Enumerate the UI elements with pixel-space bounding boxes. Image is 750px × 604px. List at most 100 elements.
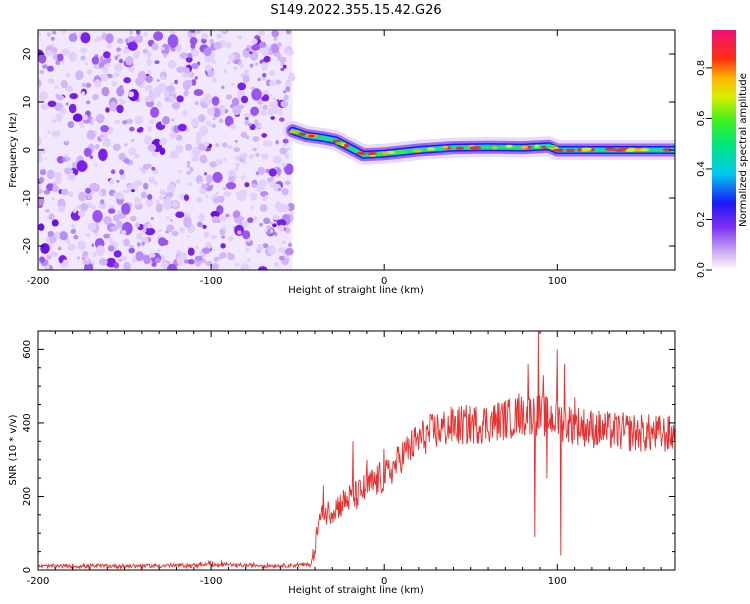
noise-speckle — [98, 148, 108, 161]
noise-speckle — [186, 170, 191, 175]
noise-speckle — [140, 191, 147, 199]
noise-speckle — [91, 205, 96, 211]
y-tick-label: 600 — [22, 340, 33, 359]
track-peak — [469, 146, 477, 150]
noise-speckle — [279, 117, 285, 122]
noise-speckle — [210, 210, 220, 218]
track-peak — [581, 147, 592, 151]
noise-speckle — [167, 34, 179, 48]
noise-speckle — [148, 252, 156, 258]
noise-speckle — [135, 51, 141, 57]
noise-speckle — [201, 32, 209, 40]
noise-speckle — [38, 139, 41, 145]
snr-frame — [37, 330, 676, 571]
noise-speckle — [285, 79, 292, 89]
noise-speckle — [153, 31, 164, 41]
noise-speckle — [234, 175, 238, 179]
noise-speckle — [100, 134, 104, 138]
noise-speckle — [47, 100, 57, 108]
noise-speckle — [213, 41, 222, 50]
noise-speckle — [286, 147, 291, 151]
noise-speckle — [224, 115, 234, 127]
noise-speckle — [249, 63, 254, 68]
noise-speckle — [264, 228, 269, 232]
noise-speckle — [232, 105, 242, 116]
y-tick-label: 20 — [22, 48, 33, 61]
noise-speckle — [162, 116, 170, 125]
noise-speckle — [195, 245, 199, 249]
noise-speckle — [262, 94, 270, 102]
noise-speckle — [100, 199, 105, 205]
noise-speckle — [157, 249, 161, 253]
noise-speckle — [144, 135, 152, 145]
noise-speckle — [172, 152, 179, 159]
noise-speckle — [128, 91, 135, 98]
y-tick-label: 10 — [22, 96, 33, 109]
noise-speckle — [70, 210, 81, 221]
noise-speckle — [144, 227, 156, 236]
noise-speckle — [159, 147, 166, 155]
noise-speckle — [226, 60, 231, 65]
noise-speckle — [114, 63, 123, 72]
noise-speckle — [192, 146, 201, 157]
noise-speckle — [285, 86, 291, 92]
noise-speckle — [263, 90, 270, 96]
noise-speckle — [159, 189, 166, 196]
noise-speckle — [72, 208, 77, 214]
track-peak — [534, 144, 540, 148]
noise-speckle — [266, 231, 272, 235]
noise-speckle — [213, 256, 219, 262]
noise-speckle — [257, 166, 266, 175]
noise-speckle — [145, 86, 151, 91]
noise-speckle — [193, 89, 204, 96]
noise-speckle — [237, 35, 243, 40]
noise-speckle — [266, 225, 272, 230]
noise-speckle — [112, 143, 121, 152]
noise-speckle — [91, 56, 100, 65]
noise-speckle — [230, 104, 234, 108]
noise-speckle — [190, 30, 196, 33]
noise-speckle — [151, 151, 158, 157]
noise-speckle — [187, 259, 195, 265]
noise-speckle — [44, 157, 48, 160]
noise-speckle — [50, 36, 55, 41]
noise-speckle — [144, 96, 153, 103]
noise-speckle — [65, 156, 71, 161]
track-peak — [413, 149, 423, 153]
noise-speckle — [212, 171, 223, 183]
noise-speckle — [70, 224, 75, 228]
noise-speckle — [280, 100, 289, 108]
noise-speckle — [212, 117, 216, 121]
noise-speckle — [166, 192, 174, 198]
noise-speckle — [278, 255, 286, 261]
track-peak — [344, 143, 349, 147]
noise-speckle — [44, 236, 51, 243]
spectrogram-x-label: Height of straight line (km) — [288, 285, 424, 296]
noise-speckle — [121, 255, 128, 262]
noise-speckle — [61, 188, 69, 196]
noise-speckle — [275, 157, 282, 164]
noise-speckle — [116, 179, 120, 183]
noise-speckle — [102, 140, 112, 147]
noise-speckle — [81, 82, 87, 87]
noise-speckle — [182, 110, 188, 116]
noise-speckle — [98, 202, 107, 210]
colorbar: 0.0 0.2 0.4 0.6 0.8 Normalized spectral ampl… — [696, 30, 749, 278]
noise-speckle — [45, 264, 50, 270]
noise-speckle — [281, 188, 289, 196]
noise-speckle — [116, 47, 121, 52]
noise-speckle — [223, 191, 231, 197]
noise-speckle — [271, 43, 279, 54]
noise-speckle — [39, 256, 45, 263]
noise-speckle — [127, 41, 138, 51]
track-peak — [545, 144, 557, 149]
noise-speckle — [46, 65, 54, 72]
noise-speckle — [252, 147, 257, 152]
noise-speckle — [99, 131, 109, 141]
noise-speckle — [227, 236, 234, 242]
noise-speckle — [199, 125, 209, 137]
noise-speckle — [235, 162, 240, 167]
noise-speckle — [248, 154, 255, 160]
noise-speckle — [278, 224, 285, 232]
noise-speckle — [67, 244, 77, 251]
